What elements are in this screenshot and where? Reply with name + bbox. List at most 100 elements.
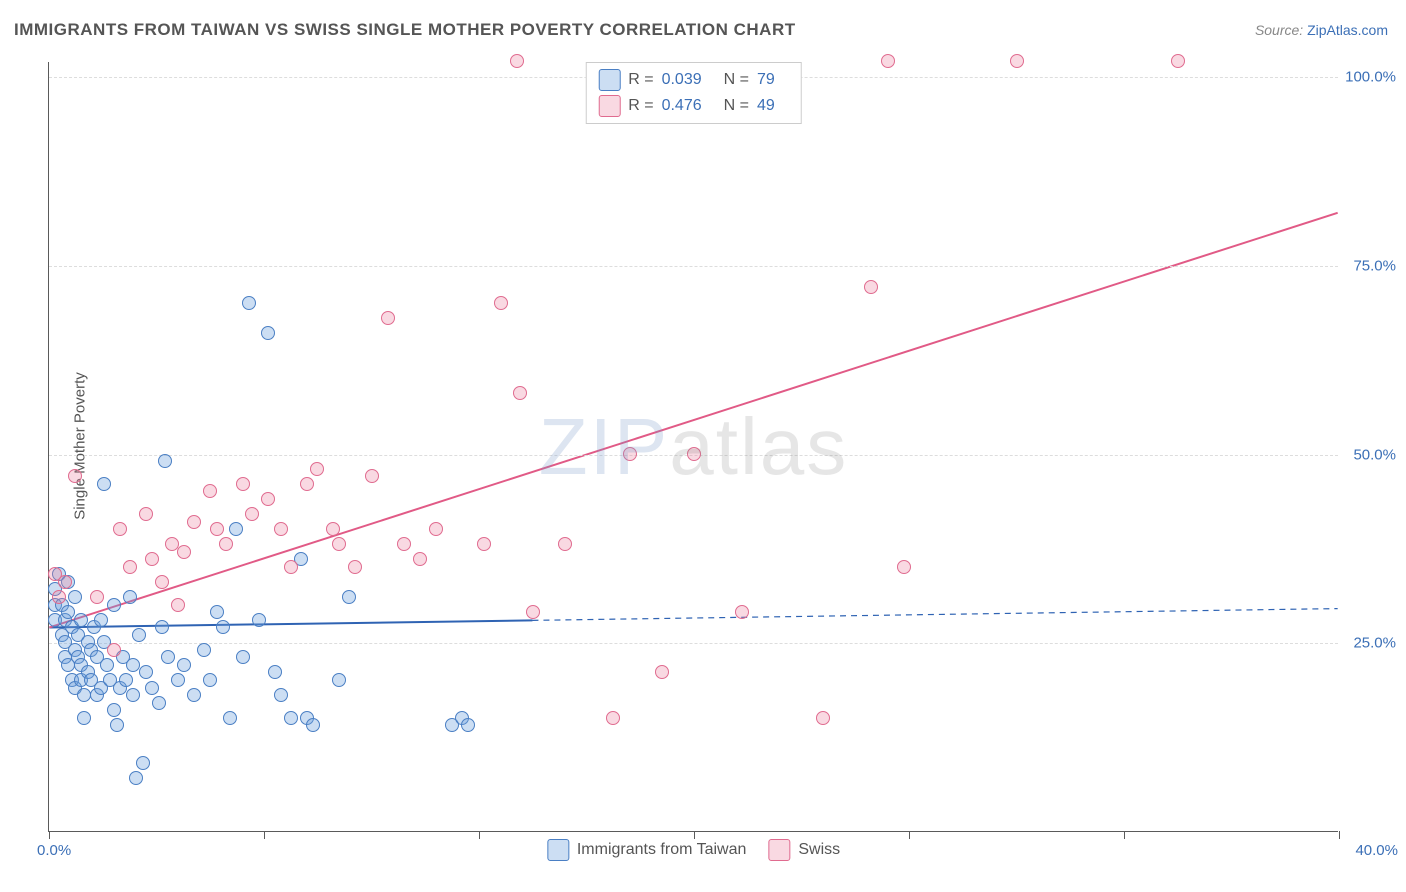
scatter-point (177, 658, 191, 672)
scatter-point (145, 552, 159, 566)
chart-plot-area: ZIPatlas R = 0.039 N = 79 R = 0.476 N = … (48, 62, 1338, 832)
r-value-swiss: 0.476 (662, 97, 702, 115)
x-tick (1339, 831, 1340, 839)
scatter-point (397, 537, 411, 551)
scatter-point (155, 620, 169, 634)
scatter-point (132, 628, 146, 642)
scatter-point (461, 718, 475, 732)
x-tick (264, 831, 265, 839)
gridline-h (49, 643, 1338, 644)
r-label: R = (628, 71, 653, 89)
scatter-point (268, 665, 282, 679)
scatter-point (881, 54, 895, 68)
scatter-point (177, 545, 191, 559)
scatter-point (171, 673, 185, 687)
scatter-point (216, 620, 230, 634)
scatter-point (816, 711, 830, 725)
y-tick-label: 75.0% (1353, 257, 1396, 274)
scatter-point (77, 688, 91, 702)
scatter-point (110, 718, 124, 732)
scatter-point (300, 477, 314, 491)
x-tick (694, 831, 695, 839)
scatter-point (61, 605, 75, 619)
scatter-point (310, 462, 324, 476)
scatter-point (126, 658, 140, 672)
scatter-point (326, 522, 340, 536)
scatter-point (510, 54, 524, 68)
scatter-point (261, 492, 275, 506)
scatter-point (100, 658, 114, 672)
n-label: N = (724, 71, 749, 89)
scatter-point (90, 590, 104, 604)
scatter-point (261, 326, 275, 340)
scatter-point (274, 688, 288, 702)
scatter-point (113, 522, 127, 536)
correlation-row-taiwan: R = 0.039 N = 79 (598, 67, 789, 93)
scatter-point (161, 650, 175, 664)
scatter-point (864, 280, 878, 294)
n-value-swiss: 49 (757, 97, 775, 115)
scatter-point (477, 537, 491, 551)
scatter-point (348, 560, 362, 574)
scatter-point (429, 522, 443, 536)
swatch-blue-icon (547, 839, 569, 861)
scatter-point (123, 590, 137, 604)
scatter-point (203, 673, 217, 687)
source: Source: ZipAtlas.com (1255, 22, 1388, 38)
x-tick (909, 831, 910, 839)
legend-item-taiwan: Immigrants from Taiwan (547, 839, 747, 861)
gridline-h (49, 266, 1338, 267)
legend-item-swiss: Swiss (768, 839, 840, 861)
scatter-point (155, 575, 169, 589)
x-tick (479, 831, 480, 839)
scatter-point (1010, 54, 1024, 68)
swatch-blue-icon (598, 69, 620, 91)
series-legend: Immigrants from Taiwan Swiss (547, 839, 840, 861)
scatter-point (119, 673, 133, 687)
swatch-pink-icon (598, 95, 620, 117)
scatter-point (145, 681, 159, 695)
scatter-point (655, 665, 669, 679)
scatter-point (68, 469, 82, 483)
scatter-point (107, 598, 121, 612)
scatter-point (139, 507, 153, 521)
scatter-point (107, 643, 121, 657)
scatter-point (332, 673, 346, 687)
scatter-point (332, 537, 346, 551)
scatter-point (77, 711, 91, 725)
scatter-point (284, 711, 298, 725)
scatter-point (236, 650, 250, 664)
scatter-point (735, 605, 749, 619)
scatter-point (97, 477, 111, 491)
scatter-point (210, 605, 224, 619)
scatter-point (210, 522, 224, 536)
scatter-point (219, 537, 233, 551)
scatter-point (274, 522, 288, 536)
scatter-point (94, 613, 108, 627)
scatter-point (126, 688, 140, 702)
source-link[interactable]: ZipAtlas.com (1307, 22, 1388, 38)
scatter-point (203, 484, 217, 498)
chart-title: IMMIGRANTS FROM TAIWAN VS SWISS SINGLE M… (14, 20, 796, 40)
scatter-point (342, 590, 356, 604)
x-tick-right: 40.0% (1355, 842, 1398, 859)
scatter-point (197, 643, 211, 657)
scatter-point (558, 537, 572, 551)
scatter-point (606, 711, 620, 725)
scatter-point (1171, 54, 1185, 68)
r-value-taiwan: 0.039 (662, 71, 702, 89)
correlation-legend: R = 0.039 N = 79 R = 0.476 N = 49 (585, 62, 802, 124)
scatter-point (245, 507, 259, 521)
scatter-point (252, 613, 266, 627)
scatter-point (687, 447, 701, 461)
x-tick-left: 0.0% (37, 842, 71, 859)
scatter-point (123, 560, 137, 574)
scatter-point (897, 560, 911, 574)
scatter-point (229, 522, 243, 536)
scatter-point (171, 598, 185, 612)
scatter-point (413, 552, 427, 566)
scatter-point (242, 296, 256, 310)
scatter-point (158, 454, 172, 468)
scatter-point (223, 711, 237, 725)
scatter-point (165, 537, 179, 551)
